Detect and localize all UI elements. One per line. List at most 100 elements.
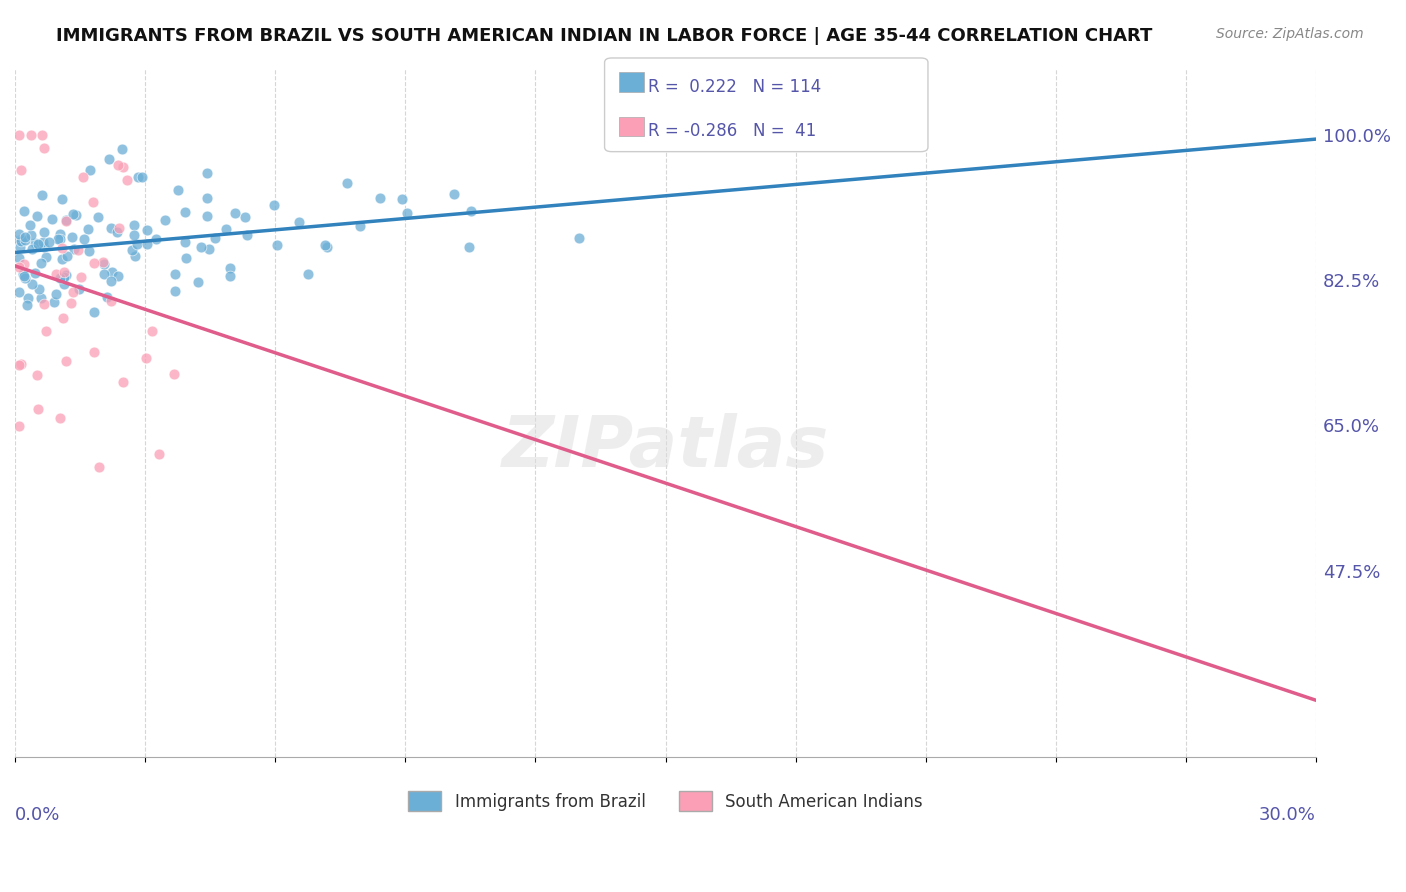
- Point: [111, 376, 134, 390]
- Point: [70, 269, 93, 284]
- Point: [49, 232, 72, 246]
- Point: [83, 344, 105, 359]
- Point: [8, 128, 31, 142]
- Point: [91, 255, 114, 269]
- Text: R =  0.222   N = 114: R = 0.222 N = 114: [648, 78, 821, 95]
- Point: [105, 225, 128, 239]
- Point: [83, 305, 105, 319]
- Point: [52, 271, 75, 285]
- Point: [100, 294, 122, 309]
- Point: [136, 223, 159, 237]
- Point: [460, 204, 482, 219]
- Point: [52, 277, 75, 292]
- Point: [35, 250, 58, 264]
- Point: [31, 128, 53, 142]
- Point: [8, 251, 31, 265]
- Point: [49, 410, 72, 425]
- Point: [153, 213, 176, 227]
- Point: [53, 269, 76, 284]
- Point: [62, 285, 84, 300]
- Point: [8, 227, 31, 241]
- Point: [25, 209, 48, 223]
- Point: [56, 249, 79, 263]
- Point: [30, 256, 52, 270]
- Point: [349, 219, 371, 233]
- Point: [176, 251, 198, 265]
- Point: [72, 170, 94, 185]
- Point: [100, 221, 122, 235]
- Point: [127, 170, 149, 185]
- Point: [46, 232, 69, 246]
- Point: [24, 236, 46, 251]
- Point: [52, 310, 75, 325]
- Point: [55, 213, 77, 227]
- Point: [117, 173, 139, 187]
- Point: [93, 257, 115, 271]
- Point: [233, 211, 256, 225]
- Point: [32, 226, 55, 240]
- Point: [443, 187, 465, 202]
- Point: [65, 208, 87, 222]
- Point: [219, 260, 242, 275]
- Point: [173, 205, 195, 219]
- Point: [41, 211, 63, 226]
- Point: [31, 188, 53, 202]
- Point: [79, 162, 101, 177]
- Point: [82, 195, 104, 210]
- Text: R = -0.286   N =  41: R = -0.286 N = 41: [648, 122, 817, 140]
- Point: [51, 252, 73, 267]
- Point: [163, 267, 186, 281]
- Point: [93, 268, 115, 282]
- Point: [10, 235, 32, 249]
- Text: 30.0%: 30.0%: [1260, 805, 1316, 823]
- Point: [336, 177, 359, 191]
- Point: [166, 183, 188, 197]
- Point: [8, 419, 31, 434]
- Point: [38, 235, 60, 250]
- Point: [67, 244, 90, 258]
- Point: [124, 249, 146, 263]
- Point: [8, 285, 31, 299]
- Point: [13, 269, 35, 284]
- Point: [13, 257, 35, 271]
- Point: [32, 297, 55, 311]
- Point: [63, 242, 86, 256]
- Point: [145, 232, 167, 246]
- Point: [27, 236, 49, 251]
- Point: [122, 218, 145, 232]
- Point: [122, 227, 145, 242]
- Point: [73, 232, 96, 246]
- Point: [135, 351, 157, 366]
- Point: [21, 277, 44, 291]
- Point: [174, 235, 197, 249]
- Point: [8, 233, 31, 247]
- Point: [97, 153, 120, 167]
- Point: [10, 357, 32, 371]
- Point: [10, 162, 32, 177]
- Point: [101, 265, 124, 279]
- Point: [316, 240, 339, 254]
- Point: [11, 268, 34, 282]
- Point: [96, 290, 118, 304]
- Point: [204, 231, 226, 245]
- Point: [77, 244, 100, 259]
- Point: [190, 240, 212, 254]
- Point: [45, 267, 67, 281]
- Point: [20, 228, 42, 243]
- Point: [76, 222, 98, 236]
- Legend: Immigrants from Brazil, South American Indians: Immigrants from Brazil, South American I…: [401, 784, 929, 818]
- Point: [32, 235, 55, 250]
- Point: [32, 240, 55, 254]
- Point: [224, 206, 246, 220]
- Point: [28, 283, 51, 297]
- Point: [49, 227, 72, 241]
- Point: [14, 271, 37, 285]
- Point: [197, 166, 219, 180]
- Point: [8, 260, 31, 275]
- Point: [83, 255, 105, 269]
- Text: IMMIGRANTS FROM BRAZIL VS SOUTH AMERICAN INDIAN IN LABOR FORCE | AGE 35-44 CORRE: IMMIGRANTS FROM BRAZIL VS SOUTH AMERICAN…: [56, 27, 1153, 45]
- Point: [163, 368, 186, 382]
- Point: [288, 215, 311, 229]
- Point: [60, 296, 83, 310]
- Point: [195, 191, 218, 205]
